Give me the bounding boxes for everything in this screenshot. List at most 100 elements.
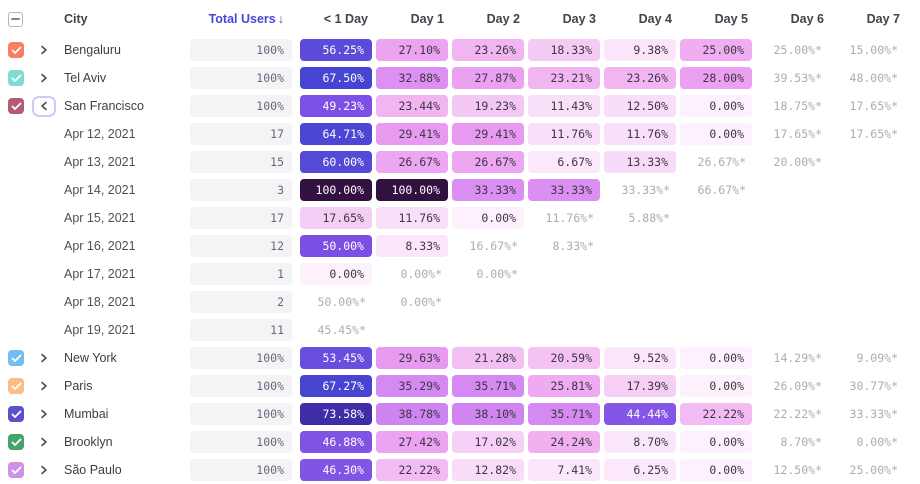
- retention-cell[interactable]: 26.67%: [452, 151, 524, 173]
- retention-cell[interactable]: 24.24%: [528, 431, 600, 453]
- retention-cell[interactable]: 18.33%: [528, 39, 600, 61]
- retention-cell[interactable]: 46.30%: [300, 459, 372, 481]
- retention-cell[interactable]: 13.33%: [604, 151, 676, 173]
- retention-cell[interactable]: 22.22%: [376, 459, 448, 481]
- column-header-day1[interactable]: Day 1: [410, 12, 444, 26]
- retention-cell[interactable]: 0.00%: [680, 95, 752, 117]
- expand-row-button[interactable]: [36, 462, 52, 478]
- retention-cell-partial[interactable]: 18.75%*: [773, 99, 822, 113]
- retention-cell[interactable]: 33.33%: [528, 179, 600, 201]
- retention-cell[interactable]: 56.25%: [300, 39, 372, 61]
- retention-cell[interactable]: 23.21%: [528, 67, 600, 89]
- row-checkbox[interactable]: [8, 350, 24, 366]
- retention-cell[interactable]: 28.00%: [680, 67, 752, 89]
- retention-cell-partial[interactable]: 45.45%*: [317, 323, 366, 337]
- row-checkbox[interactable]: [8, 70, 24, 86]
- retention-cell-partial[interactable]: 26.09%*: [773, 379, 822, 393]
- retention-cell-partial[interactable]: 0.00%*: [856, 435, 898, 449]
- retention-cell[interactable]: 35.71%: [452, 375, 524, 397]
- retention-cell[interactable]: 8.70%: [604, 431, 676, 453]
- retention-cell[interactable]: 0.00%: [680, 347, 752, 369]
- row-checkbox[interactable]: [8, 406, 24, 422]
- retention-cell[interactable]: 22.22%: [680, 403, 752, 425]
- select-all-checkbox[interactable]: [8, 11, 23, 27]
- retention-cell[interactable]: 9.38%: [604, 39, 676, 61]
- retention-cell[interactable]: 7.41%: [528, 459, 600, 481]
- retention-cell[interactable]: 11.76%: [376, 207, 448, 229]
- retention-cell[interactable]: 46.88%: [300, 431, 372, 453]
- retention-cell[interactable]: 23.26%: [452, 39, 524, 61]
- retention-cell-partial[interactable]: 0.00%*: [400, 295, 442, 309]
- date-cohort-row[interactable]: Apr 19, 2021 11 45.45%*: [8, 316, 920, 344]
- retention-cell-partial[interactable]: 11.76%*: [545, 211, 594, 225]
- row-checkbox[interactable]: [8, 42, 24, 58]
- retention-cell[interactable]: 50.00%: [300, 235, 372, 257]
- city-row[interactable]: Tel Aviv 100% 67.50% 32.88% 27.87% 23.21% 23.2…: [8, 64, 920, 92]
- retention-cell[interactable]: 23.26%: [604, 67, 676, 89]
- date-cohort-row[interactable]: Apr 14, 2021 3 100.00% 100.00% 33.33% 33.33% 3…: [8, 176, 920, 204]
- column-header-day5[interactable]: Day 5: [714, 12, 748, 26]
- date-cohort-row[interactable]: Apr 13, 2021 15 60.00% 26.67% 26.67% 6.67% 13.…: [8, 148, 920, 176]
- retention-cell[interactable]: 38.10%: [452, 403, 524, 425]
- retention-cell-partial[interactable]: 8.70%*: [780, 435, 822, 449]
- column-header-day4[interactable]: Day 4: [638, 12, 672, 26]
- retention-cell[interactable]: 17.39%: [604, 375, 676, 397]
- date-cohort-row[interactable]: Apr 18, 2021 2 50.00%* 0.00%*: [8, 288, 920, 316]
- retention-cell[interactable]: 35.29%: [376, 375, 448, 397]
- expand-row-button[interactable]: [36, 42, 52, 58]
- retention-cell[interactable]: 17.02%: [452, 431, 524, 453]
- retention-cell-partial[interactable]: 39.53%*: [773, 71, 822, 85]
- city-row[interactable]: Bengaluru 100% 56.25% 27.10% 23.26% 18.33% 9.3…: [8, 36, 920, 64]
- retention-cell[interactable]: 0.00%: [680, 375, 752, 397]
- retention-cell-partial[interactable]: 5.88%*: [628, 211, 670, 225]
- retention-cell-partial[interactable]: 14.29%*: [773, 351, 822, 365]
- city-row[interactable]: Mumbai 100% 73.58% 38.78% 38.10% 35.71% 44.44%…: [8, 400, 920, 428]
- retention-cell-partial[interactable]: 50.00%*: [317, 295, 366, 309]
- retention-cell[interactable]: 17.65%: [300, 207, 372, 229]
- city-row[interactable]: Paris 100% 67.27% 35.29% 35.71% 25.81% 17.39% 0…: [8, 372, 920, 400]
- retention-cell-partial[interactable]: 33.33%*: [849, 407, 898, 421]
- retention-cell[interactable]: 33.33%: [452, 179, 524, 201]
- column-header-lt1day[interactable]: < 1 Day: [323, 12, 368, 26]
- retention-cell[interactable]: 11.76%: [528, 123, 600, 145]
- retention-cell[interactable]: 25.81%: [528, 375, 600, 397]
- retention-cell[interactable]: 12.50%: [604, 95, 676, 117]
- retention-cell[interactable]: 100.00%: [300, 179, 372, 201]
- retention-cell[interactable]: 26.67%: [376, 151, 448, 173]
- retention-cell[interactable]: 23.44%: [376, 95, 448, 117]
- date-cohort-row[interactable]: Apr 16, 2021 12 50.00% 8.33% 16.67%* 8.33%*: [8, 232, 920, 260]
- retention-cell[interactable]: 29.41%: [452, 123, 524, 145]
- retention-cell-partial[interactable]: 12.50%*: [773, 463, 822, 477]
- retention-cell[interactable]: 19.23%: [452, 95, 524, 117]
- retention-cell[interactable]: 0.00%: [680, 459, 752, 481]
- retention-cell[interactable]: 29.41%: [376, 123, 448, 145]
- row-checkbox[interactable]: [8, 434, 24, 450]
- retention-cell-partial[interactable]: 22.22%*: [773, 407, 822, 421]
- retention-cell[interactable]: 44.44%: [604, 403, 676, 425]
- expand-row-button[interactable]: [36, 434, 52, 450]
- retention-cell-partial[interactable]: 15.00%*: [849, 43, 898, 57]
- row-checkbox[interactable]: [8, 462, 24, 478]
- column-header-day7[interactable]: Day 7: [866, 12, 900, 26]
- retention-cell[interactable]: 20.59%: [528, 347, 600, 369]
- retention-cell[interactable]: 11.76%: [604, 123, 676, 145]
- retention-cell[interactable]: 32.88%: [376, 67, 448, 89]
- retention-cell[interactable]: 27.87%: [452, 67, 524, 89]
- row-checkbox[interactable]: [8, 98, 24, 114]
- retention-cell-partial[interactable]: 33.33%*: [621, 183, 670, 197]
- date-cohort-row[interactable]: Apr 15, 2021 17 17.65% 11.76% 0.00% 11.76%* 5.…: [8, 204, 920, 232]
- row-checkbox[interactable]: [8, 378, 24, 394]
- city-row[interactable]: São Paulo 100% 46.30% 22.22% 12.82% 7.41% 6.25…: [8, 456, 920, 484]
- retention-cell[interactable]: 67.50%: [300, 67, 372, 89]
- retention-cell[interactable]: 0.00%: [452, 207, 524, 229]
- retention-cell[interactable]: 27.42%: [376, 431, 448, 453]
- retention-cell[interactable]: 29.63%: [376, 347, 448, 369]
- retention-cell[interactable]: 11.43%: [528, 95, 600, 117]
- retention-cell[interactable]: 38.78%: [376, 403, 448, 425]
- expand-row-button[interactable]: [36, 406, 52, 422]
- retention-cell-partial[interactable]: 0.00%*: [476, 267, 518, 281]
- date-cohort-row[interactable]: Apr 12, 2021 17 64.71% 29.41% 29.41% 11.76% 11…: [8, 120, 920, 148]
- retention-cell[interactable]: 8.33%: [376, 235, 448, 257]
- retention-cell[interactable]: 27.10%: [376, 39, 448, 61]
- retention-cell-partial[interactable]: 26.67%*: [697, 155, 746, 169]
